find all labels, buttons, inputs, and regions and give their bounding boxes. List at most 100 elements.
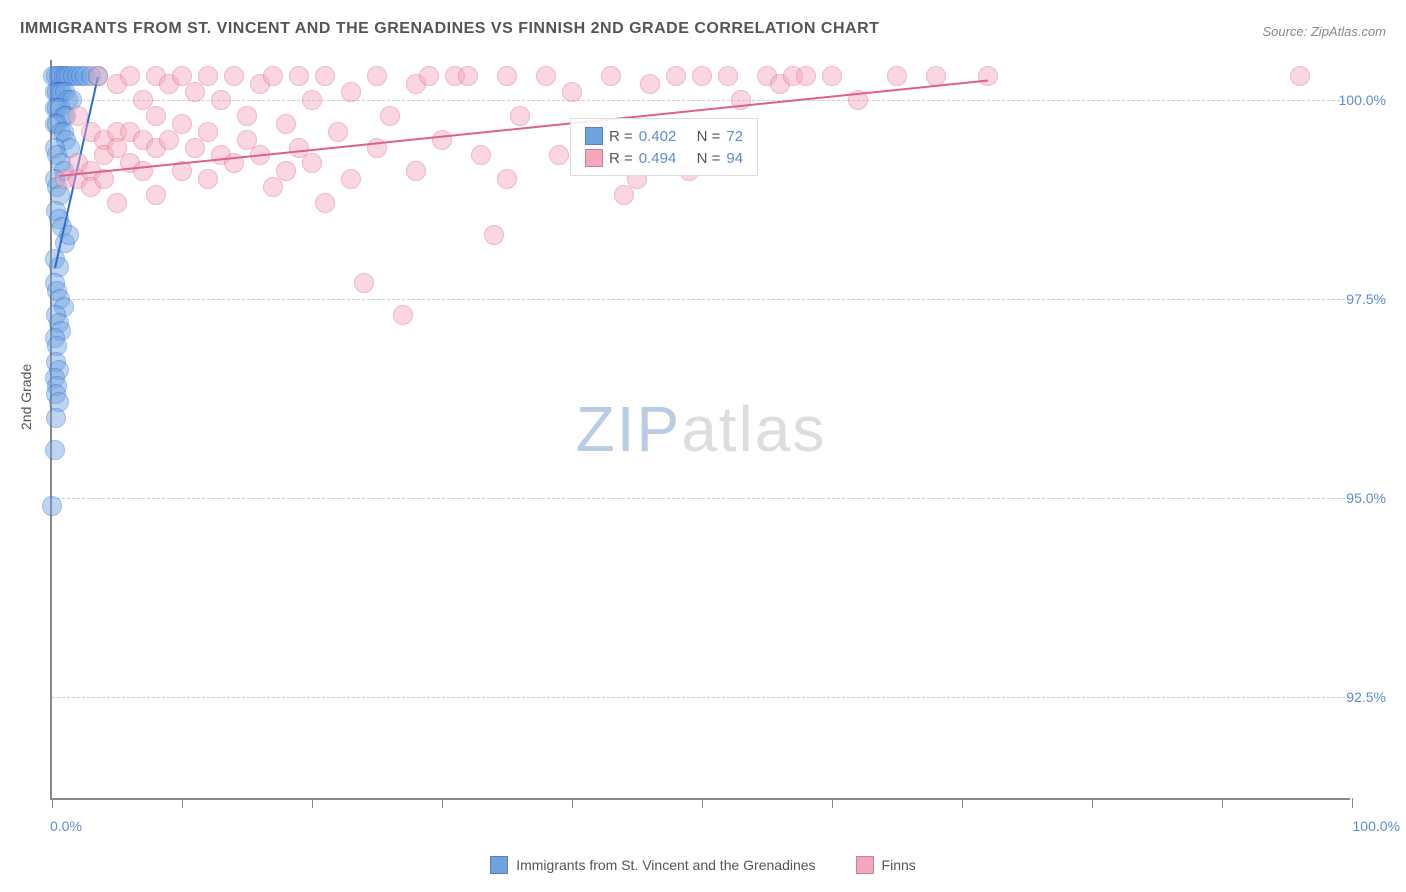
data-point [224,66,244,86]
data-point [1290,66,1310,86]
legend-label-series2: Finns [882,857,916,873]
data-point [484,225,504,245]
swatch-series1 [585,127,603,145]
data-point [640,74,660,94]
data-point [302,153,322,173]
data-point [107,193,127,213]
data-point [328,122,348,142]
data-point [237,106,257,126]
data-point [822,66,842,86]
data-point [601,66,621,86]
data-point [302,90,322,110]
data-point [406,161,426,181]
y-tick-label: 92.5% [1346,689,1386,705]
data-point [380,106,400,126]
y-tick-label: 100.0% [1339,92,1386,108]
data-point [45,440,65,460]
y-axis-label: 2nd Grade [18,364,34,430]
legend-row-series1: R = 0.402 N = 72 [585,125,743,147]
data-point [692,66,712,86]
data-point [276,114,296,134]
x-tick [962,798,963,808]
data-point [46,408,66,428]
data-point [419,66,439,86]
data-point [198,66,218,86]
data-point [263,177,283,197]
legend-item-series1: Immigrants from St. Vincent and the Gren… [490,856,815,874]
x-tick [442,798,443,808]
x-tick [312,798,313,808]
data-point [562,82,582,102]
chart-title: IMMIGRANTS FROM ST. VINCENT AND THE GREN… [20,20,879,38]
x-tick [52,798,53,808]
gridline [52,100,1350,101]
data-point [42,496,62,516]
data-point [458,66,478,86]
gridline [52,697,1350,698]
bottom-legend: Immigrants from St. Vincent and the Gren… [0,856,1406,874]
x-tick-label: 0.0% [50,818,82,834]
data-point [354,273,374,293]
x-tick [832,798,833,808]
correlation-legend: R = 0.402 N = 72 R = 0.494 N = 94 [570,118,758,176]
data-point [341,82,361,102]
y-tick-label: 95.0% [1346,490,1386,506]
gridline [52,299,1350,300]
r-label: R = [609,128,633,145]
legend-label-series1: Immigrants from St. Vincent and the Gren… [516,857,815,873]
data-point [185,82,205,102]
n-value-1: 72 [726,128,743,145]
x-tick [702,798,703,808]
swatch-series2-bottom [856,856,874,874]
data-point [159,130,179,150]
gridline [52,498,1350,499]
swatch-series1-bottom [490,856,508,874]
y-tick-label: 97.5% [1346,291,1386,307]
data-point [146,185,166,205]
data-point [367,66,387,86]
data-point [146,106,166,126]
x-tick [182,798,183,808]
data-point [276,161,296,181]
n-label: N = [697,128,721,145]
data-point [549,145,569,165]
x-tick [1222,798,1223,808]
data-point [666,66,686,86]
data-point [718,66,738,86]
x-tick [1092,798,1093,808]
data-point [172,114,192,134]
data-point [315,66,335,86]
data-point [510,106,530,126]
watermark-atlas: atlas [681,393,826,465]
data-point [887,66,907,86]
watermark-zip: ZIP [576,393,682,465]
data-point [289,66,309,86]
r-value-2: 0.494 [639,150,677,167]
data-point [432,130,452,150]
data-point [614,185,634,205]
data-point [497,66,517,86]
data-point [497,169,517,189]
data-point [88,66,108,86]
data-point [211,90,231,110]
data-point [263,66,283,86]
data-point [315,193,335,213]
data-point [120,66,140,86]
x-tick [1352,798,1353,808]
data-point [133,161,153,181]
data-point [185,138,205,158]
swatch-series2 [585,149,603,167]
data-point [978,66,998,86]
data-point [926,66,946,86]
n-value-2: 94 [726,150,743,167]
data-point [198,122,218,142]
x-tick-label: 100.0% [1353,818,1400,834]
source-credit: Source: ZipAtlas.com [1262,24,1386,39]
watermark: ZIPatlas [576,392,827,466]
data-point [796,66,816,86]
r-value-1: 0.402 [639,128,677,145]
data-point [198,169,218,189]
x-tick [572,798,573,808]
data-point [393,305,413,325]
legend-row-series2: R = 0.494 N = 94 [585,147,743,169]
